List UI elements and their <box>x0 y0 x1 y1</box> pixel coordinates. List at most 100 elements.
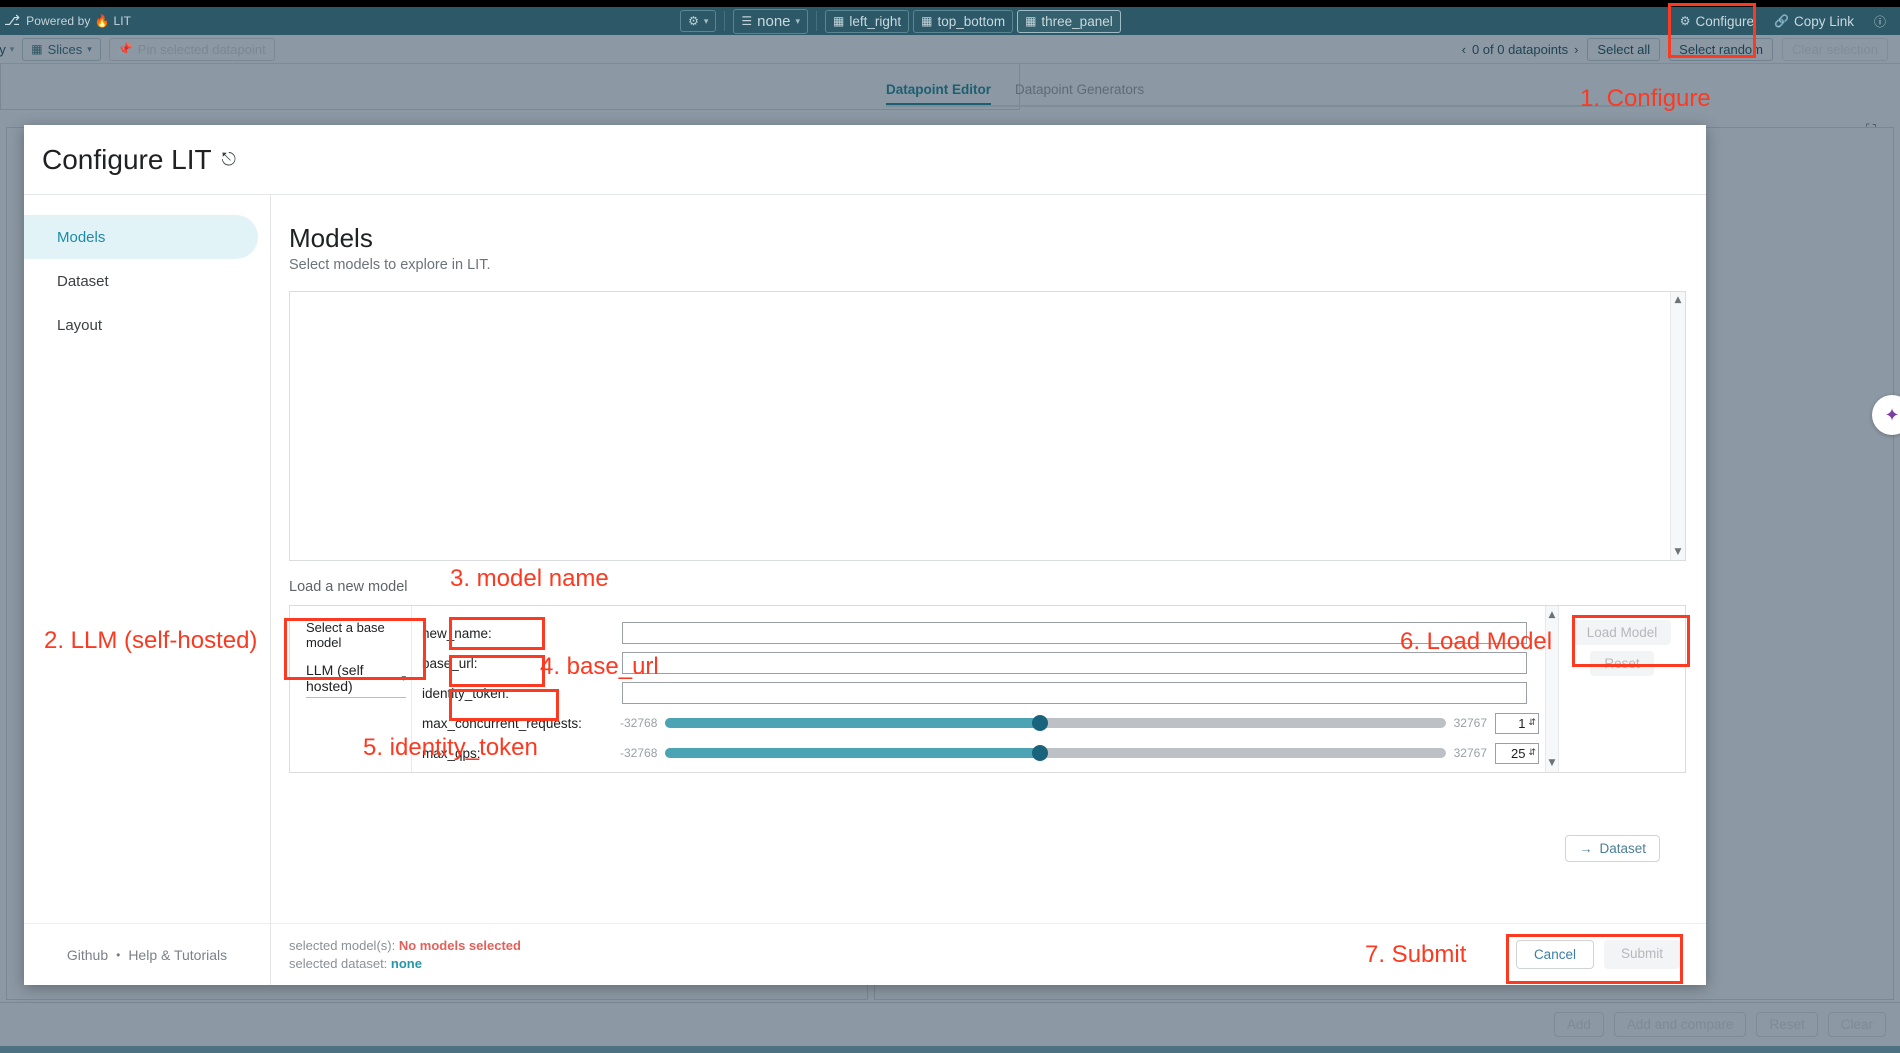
selected-models-label: selected model(s): <box>289 938 396 953</box>
new-name-label: new_name: <box>422 625 492 641</box>
section-subheading: Select models to explore in LIT. <box>289 257 491 273</box>
github-link[interactable]: Github <box>66 946 109 963</box>
robot-icon: ⚙ <box>688 14 699 28</box>
dialog-footer-buttons: Cancel Submit <box>1515 940 1680 969</box>
chevron-up-icon[interactable]: ▲ <box>1674 295 1682 305</box>
max-qps-slider[interactable] <box>665 745 1446 761</box>
chevron-down-icon[interactable]: ▼ <box>1674 547 1682 557</box>
toolbar-divider <box>816 11 818 31</box>
reset-button[interactable]: Reset <box>1756 1012 1818 1037</box>
brand-label: LIT <box>113 14 132 28</box>
copy-link-button[interactable]: 🔗 Copy Link <box>1766 10 1862 33</box>
clear-selection-button[interactable]: Clear selection <box>1782 37 1888 61</box>
sparkle-fab-icon[interactable]: ✦ <box>1872 395 1900 435</box>
tab-datapoint-generators[interactable]: Datapoint Generators <box>1015 82 1145 97</box>
external-link-icon[interactable]: ⎋ <box>221 149 236 170</box>
dialog-title: Configure LIT <box>42 143 212 175</box>
grid-icon: ▦ <box>833 14 845 28</box>
models-section: Models Select models to explore in LIT. … <box>271 195 1706 923</box>
add-and-compare-button[interactable]: Add and compare <box>1613 1012 1747 1037</box>
selection-status: selected model(s): No models selected se… <box>289 938 521 971</box>
select-random-button[interactable]: Select random <box>1669 37 1773 61</box>
layout-top-bottom-label: top_bottom <box>937 13 1006 29</box>
slider-fill <box>665 718 1040 728</box>
selected-dataset-label: selected dataset: <box>289 956 388 971</box>
select-base-model-label: Select a base model <box>306 620 385 650</box>
pin-label: Pin selected datapoint <box>137 41 266 57</box>
chevron-down-icon: ▾ <box>795 15 801 26</box>
max-concurrent-requests-stepper[interactable]: 1 ⇵ <box>1495 712 1539 734</box>
slider-row-max-qps: max_qps: -32768 32767 25 ⇵ <box>422 738 1545 768</box>
base-model-selector-group: Select a base model LLM (self hosted) ▾ <box>290 606 412 772</box>
new-name-input[interactable] <box>622 622 1527 644</box>
configure-lit-dialog: Configure LIT ⎋ Models Dataset Layout Gi… <box>24 125 1706 985</box>
help-button[interactable]: ⓘ <box>1866 9 1894 34</box>
next-dataset-label: Dataset <box>1599 841 1646 856</box>
list-icon: ☰ <box>741 14 753 28</box>
spinner-icon[interactable]: ⇵ <box>1528 718 1536 728</box>
selected-models-status: selected model(s): No models selected <box>289 938 521 953</box>
tab-datapoint-editor[interactable]: Datapoint Editor <box>886 82 991 106</box>
sidebar-item-label: Models <box>57 228 106 246</box>
slider-handle[interactable] <box>1031 715 1048 731</box>
layout-three-panel-button[interactable]: ▦ three_panel <box>1017 9 1121 33</box>
toolbar-divider <box>724 11 726 31</box>
configure-button[interactable]: ⚙ Configure <box>1672 10 1762 33</box>
layout-left-right-label: left_right <box>849 13 902 29</box>
clear-button[interactable]: Clear <box>1827 1012 1886 1037</box>
dialog-header: Configure LIT ⎋ <box>24 125 1706 195</box>
select-all-button[interactable]: Select all <box>1587 37 1661 61</box>
submit-button[interactable]: Submit <box>1603 940 1680 969</box>
prev-datapoint-button[interactable]: ‹ <box>1461 41 1466 57</box>
layout-left-right-button[interactable]: ▦ left_right <box>825 9 910 33</box>
group-by-label: by <box>0 41 6 57</box>
compare-mode-none-button[interactable]: ☰ none ▾ <box>733 8 809 34</box>
slices-button[interactable]: ▦ Slices ▾ <box>22 37 101 61</box>
section-heading: Models <box>289 223 373 253</box>
slices-icon: ▦ <box>31 42 43 56</box>
sidebar-item-layout[interactable]: Layout <box>24 303 258 347</box>
selection-toolbar: by ▾ ▦ Slices ▾ 📌 Pin selected datapoint… <box>0 35 1900 64</box>
sidebar-item-dataset[interactable]: Dataset <box>24 259 258 303</box>
base-url-input[interactable] <box>622 652 1527 674</box>
copy-link-label: Copy Link <box>1793 13 1854 29</box>
help-tutorials-link[interactable]: Help & Tutorials <box>128 946 228 963</box>
selected-dataset-value: none <box>390 956 422 971</box>
toolbar-brand: ⎇ Powered by 🔥 LIT <box>0 14 131 28</box>
identity-token-input[interactable] <box>622 682 1527 704</box>
base-model-select[interactable]: LLM (self hosted) ▾ <box>306 662 406 698</box>
max-qps-stepper[interactable]: 25 ⇵ <box>1495 742 1539 764</box>
field-row-new-name: new_name: <box>422 618 1545 648</box>
layout-top-bottom-button[interactable]: ▦ top_bottom <box>913 9 1014 33</box>
grid-icon: ▦ <box>1025 14 1037 28</box>
global-settings-button[interactable]: ⚙ ▾ <box>680 10 717 32</box>
window-bottom-edge <box>0 1046 1900 1053</box>
next-datapoint-button[interactable]: › <box>1574 41 1579 57</box>
layout-three-panel-label: three_panel <box>1041 13 1113 29</box>
cancel-button[interactable]: Cancel <box>1515 940 1594 969</box>
footer-separator: • <box>116 947 121 962</box>
lit-logo-icon: ⎇ <box>4 13 21 29</box>
form-scrollbar[interactable]: ▲ ▼ <box>1545 606 1559 772</box>
spinner-icon[interactable]: ⇵ <box>1528 748 1536 758</box>
next-dataset-button[interactable]: → Dataset <box>1564 835 1660 862</box>
chevron-up-icon[interactable]: ▲ <box>1548 610 1556 620</box>
models-list-box[interactable]: ▲ ▼ <box>289 291 1686 561</box>
sidebar-item-models[interactable]: Models <box>24 215 258 259</box>
load-model-button[interactable]: Load Model <box>1572 620 1672 645</box>
link-icon: 🔗 <box>1774 14 1789 28</box>
configure-label: Configure <box>1695 13 1754 29</box>
add-button[interactable]: Add <box>1553 1012 1604 1037</box>
load-new-model-label: Load a new model <box>289 579 408 595</box>
slider-handle[interactable] <box>1031 745 1048 761</box>
stepper-value: 1 <box>1518 715 1526 731</box>
reset-form-button[interactable]: Reset <box>1590 651 1654 676</box>
flame-icon: 🔥 <box>94 14 110 28</box>
sidebar-item-label: Dataset <box>57 272 109 290</box>
max-concurrent-requests-slider[interactable] <box>665 715 1446 731</box>
dialog-footer: selected model(s): No models selected se… <box>271 923 1706 985</box>
chevron-down-icon[interactable]: ▼ <box>1548 758 1556 768</box>
pin-datapoint-button[interactable]: 📌 Pin selected datapoint <box>108 37 275 61</box>
models-list-scrollbar[interactable]: ▲ ▼ <box>1670 292 1685 560</box>
max-qps-label: max_qps: <box>422 745 481 761</box>
